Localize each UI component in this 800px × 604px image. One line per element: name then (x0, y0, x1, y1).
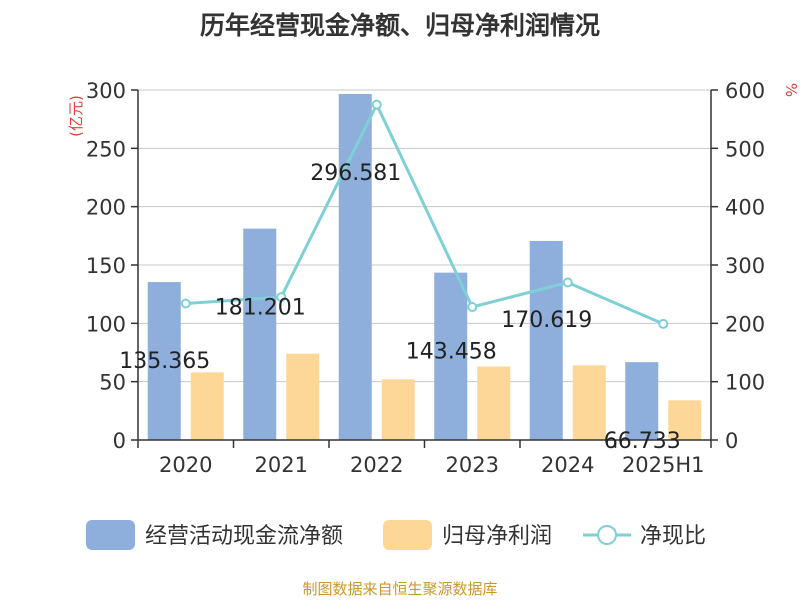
bar-cashflow-2021 (243, 228, 277, 440)
x-tick-label: 2022 (350, 453, 403, 477)
data-label-cashflow-2022: 296.581 (310, 161, 401, 186)
right-axis-unit: % (782, 83, 800, 97)
legend-label-netprofit: 归母净利润 (442, 524, 552, 549)
legend-swatch-cashflow (86, 520, 135, 550)
axes-group: 0 50 100 150 200 250 300 0 100 200 300 400 500 600 202… (67, 79, 800, 477)
x-tick-label: 2024 (541, 453, 594, 477)
bar-netprofit-2025H1 (668, 400, 702, 440)
left-axis-unit: (亿元) (67, 95, 85, 137)
legend-label-ratio: 净现比 (640, 524, 706, 549)
left-tick-label: 0 (113, 429, 126, 453)
right-tick-label: 100 (725, 371, 765, 395)
right-tick-label: 400 (725, 196, 765, 220)
bar-cashflow-2023 (434, 272, 468, 440)
data-label-cashflow-2023: 143.458 (406, 340, 497, 365)
right-tick-label: 300 (725, 254, 765, 278)
left-tick-label: 50 (99, 371, 126, 395)
ratio-point-2020 (180, 298, 191, 309)
bars-group (147, 93, 702, 440)
left-tick-label: 100 (86, 312, 126, 336)
x-tick-label: 2021 (255, 453, 308, 477)
left-tick-label: 300 (86, 79, 126, 103)
left-tick-label: 250 (86, 137, 126, 161)
x-tick-label: 2020 (159, 453, 212, 477)
right-tick-label: 200 (725, 312, 765, 336)
ratio-point-2024 (562, 277, 573, 288)
right-tick-label: 0 (725, 429, 738, 453)
bar-netprofit-2024 (572, 365, 606, 440)
right-tick-label: 500 (725, 137, 765, 161)
ratio-point-2022 (371, 99, 382, 110)
legend-swatch-netprofit (383, 520, 432, 550)
ratio-point-2023 (467, 302, 478, 312)
data-label-cashflow-2021: 181.201 (215, 296, 306, 321)
bar-cashflow-2025H1 (625, 362, 659, 440)
chart-title: 历年经营现金净额、归母净利润情况 (200, 11, 600, 40)
right-tick-label: 600 (725, 79, 765, 103)
bar-netprofit-2023 (477, 366, 511, 440)
ratio-point-2025H1 (658, 318, 669, 329)
ratio-point-2021 (276, 292, 287, 303)
legend-label-cashflow: 经营活动现金流净额 (145, 524, 343, 549)
legend-swatch-ratio-marker (597, 525, 617, 545)
bar-cashflow-2020 (147, 282, 181, 440)
ratio-line (185, 101, 664, 326)
grid-lines (138, 89, 711, 441)
bar-cashflow-2024 (529, 240, 563, 440)
data-label-cashflow-2020: 135.365 (119, 349, 210, 374)
left-tick-label: 200 (86, 196, 126, 220)
x-tick-label: 2025H1 (622, 453, 705, 477)
left-tick-label: 150 (86, 254, 126, 278)
bar-netprofit-2020 (190, 372, 224, 440)
data-label-cashflow-2025H1: 66.733 (604, 429, 681, 454)
legend: 经营活动现金流净额 归母净利润 净现比 (86, 520, 706, 550)
ratio-line-group (180, 99, 669, 329)
bar-netprofit-2022 (381, 379, 415, 440)
x-tick-label: 2023 (446, 453, 499, 477)
bar-cashflow-2022 (338, 93, 372, 440)
bar-netprofit-2021 (286, 353, 320, 440)
data-label-cashflow-2024: 170.619 (501, 308, 592, 333)
source-note: 制图数据来自恒生聚源数据库 (302, 580, 497, 598)
